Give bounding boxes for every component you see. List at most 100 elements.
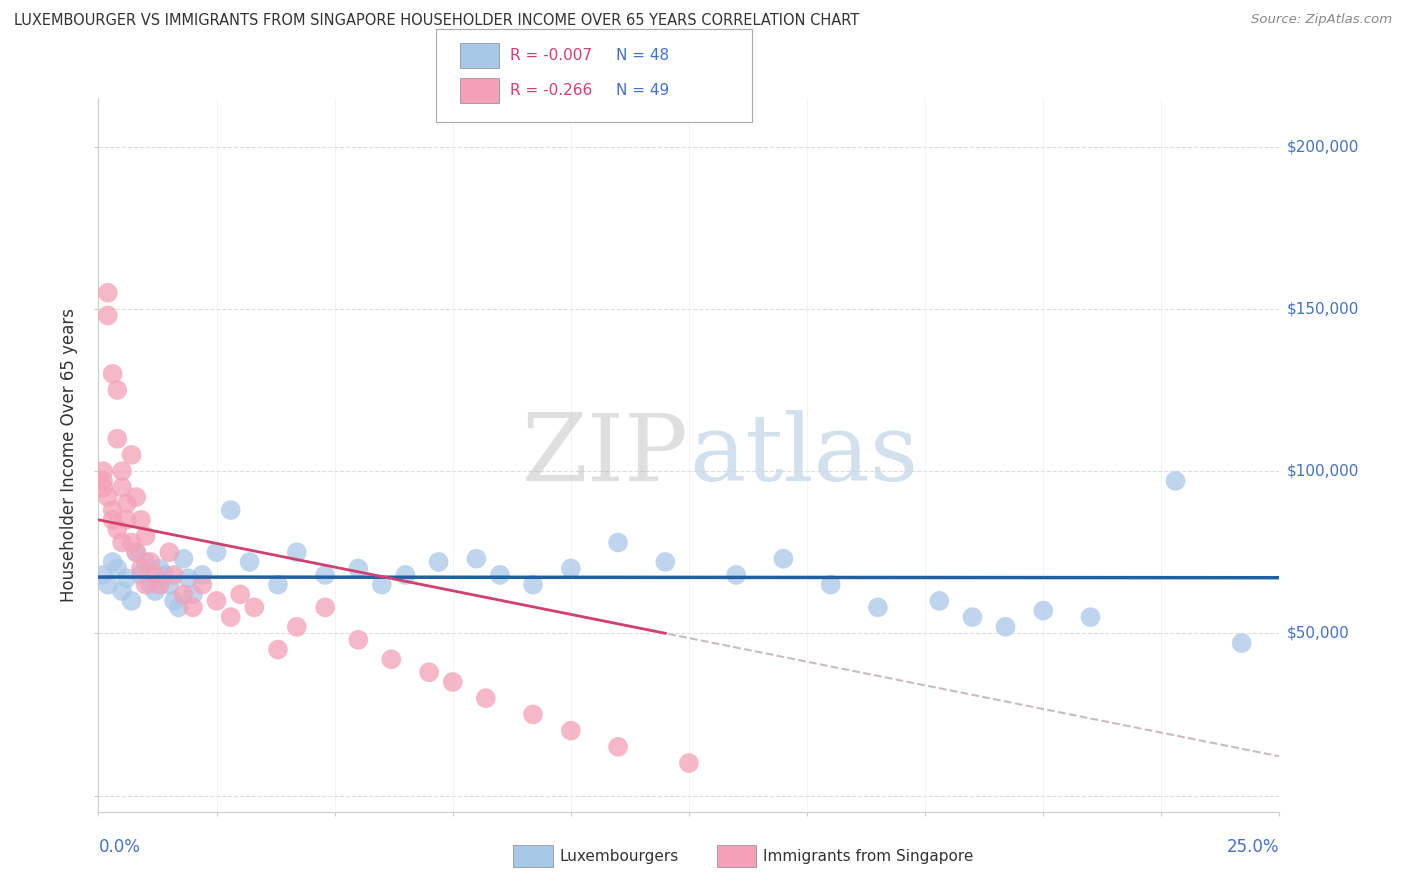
Point (111, 535, 134, 549)
Point (101, 513, 124, 527)
Point (167, 600, 190, 615)
Text: Immigrants from Singapore: Immigrants from Singapore (763, 849, 974, 863)
Point (928, 594, 950, 608)
Point (91, 480, 114, 494)
Point (560, 723, 582, 738)
Point (91, 464, 114, 478)
Y-axis label: Householder Income Over 65 years: Householder Income Over 65 years (60, 308, 79, 602)
Point (243, 600, 266, 615)
Point (139, 577, 162, 591)
Point (129, 513, 152, 527)
Point (654, 555, 676, 569)
Point (172, 551, 194, 566)
Point (129, 561, 152, 575)
Point (239, 555, 262, 569)
Point (177, 571, 200, 585)
Point (115, 571, 138, 585)
Point (191, 577, 214, 591)
Point (105, 523, 128, 537)
Point (267, 642, 290, 657)
Text: ZIP: ZIP (522, 410, 689, 500)
Point (121, 448, 143, 462)
Point (522, 707, 544, 722)
Point (101, 367, 124, 381)
Point (125, 545, 148, 559)
Text: R = -0.266: R = -0.266 (510, 84, 592, 98)
Point (121, 594, 143, 608)
Point (418, 665, 440, 680)
Point (219, 503, 242, 517)
Point (181, 587, 204, 601)
Point (962, 610, 984, 624)
Point (267, 577, 290, 591)
Point (205, 545, 228, 559)
Point (163, 568, 186, 582)
Point (1032, 604, 1054, 618)
Text: atlas: atlas (689, 410, 918, 500)
Point (394, 568, 416, 582)
Point (101, 503, 124, 517)
Point (135, 555, 157, 569)
Point (105, 561, 128, 575)
Text: $50,000: $50,000 (1286, 626, 1350, 640)
Point (465, 551, 488, 566)
Point (820, 577, 842, 591)
Point (91, 474, 114, 488)
Text: Source: ZipAtlas.com: Source: ZipAtlas.com (1251, 13, 1392, 27)
Text: N = 49: N = 49 (616, 84, 669, 98)
Point (97, 490, 120, 504)
Point (1230, 636, 1253, 650)
Point (111, 584, 134, 599)
Point (371, 577, 394, 591)
Point (111, 464, 134, 478)
Text: LUXEMBOURGER VS IMMIGRANTS FROM SINGAPORE HOUSEHOLDER INCOME OVER 65 YEARS CORRE: LUXEMBOURGER VS IMMIGRANTS FROM SINGAPOR… (14, 13, 859, 29)
Point (97, 577, 120, 591)
Point (1164, 474, 1187, 488)
Point (115, 497, 138, 511)
Point (129, 568, 152, 582)
Point (560, 561, 582, 575)
Point (205, 594, 228, 608)
Point (866, 600, 889, 615)
Point (994, 620, 1017, 634)
Point (101, 555, 124, 569)
Point (181, 600, 204, 615)
Point (522, 577, 544, 591)
Point (143, 584, 166, 599)
Point (607, 535, 630, 549)
Point (347, 561, 370, 575)
Point (105, 383, 128, 397)
Point (125, 490, 148, 504)
Point (115, 513, 138, 527)
Point (314, 600, 336, 615)
Point (157, 577, 180, 591)
Point (149, 561, 172, 575)
Point (229, 587, 252, 601)
Point (1080, 610, 1102, 624)
Point (285, 620, 308, 634)
Point (97, 285, 120, 300)
Point (105, 432, 128, 446)
Point (725, 568, 748, 582)
Point (135, 529, 157, 543)
Text: 0.0%: 0.0% (98, 838, 141, 856)
Point (475, 691, 498, 706)
Point (285, 545, 308, 559)
Point (149, 577, 172, 591)
Point (121, 535, 143, 549)
Point (125, 545, 148, 559)
Point (139, 555, 162, 569)
Point (489, 568, 512, 582)
Point (314, 568, 336, 582)
Point (163, 594, 186, 608)
Point (191, 568, 214, 582)
Point (135, 577, 157, 591)
Point (678, 756, 700, 770)
Text: Luxembourgers: Luxembourgers (560, 849, 679, 863)
Point (347, 632, 370, 647)
Text: $100,000: $100,000 (1286, 464, 1358, 479)
Point (111, 480, 134, 494)
Text: $200,000: $200,000 (1286, 139, 1358, 154)
Point (143, 568, 166, 582)
Point (607, 739, 630, 754)
